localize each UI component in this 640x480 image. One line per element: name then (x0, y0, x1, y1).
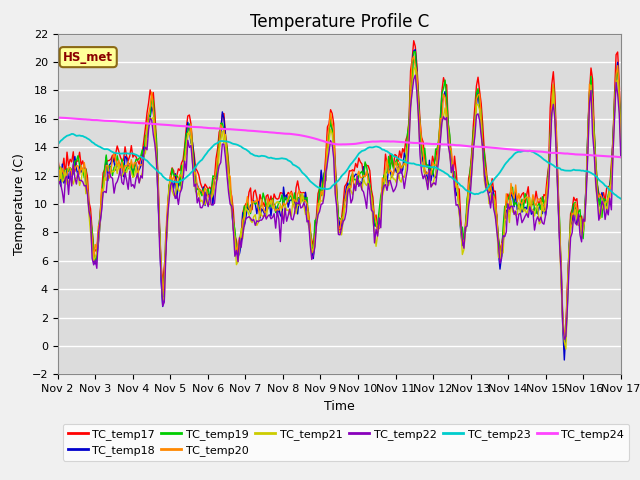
TC_temp18 (300, 200, 308, 205)
TC_temp19 (300, 194, 308, 200)
TC_temp17 (561, 347, 568, 352)
TC_temp21 (241, 219, 248, 225)
TC_temp18 (412, 47, 419, 52)
TC_temp23 (223, 139, 231, 144)
TC_temp24 (123, 120, 131, 125)
TC_temp21 (54, 177, 61, 182)
TC_temp18 (250, 198, 257, 204)
TC_temp24 (54, 115, 61, 120)
TC_temp22 (412, 72, 419, 78)
TC_temp17 (617, 125, 625, 131)
TC_temp24 (221, 126, 229, 132)
TC_temp22 (617, 155, 625, 160)
TC_temp24 (617, 154, 625, 160)
TC_temp22 (241, 222, 248, 228)
TC_temp24 (300, 133, 308, 139)
X-axis label: Time: Time (324, 400, 355, 413)
TC_temp21 (617, 145, 625, 151)
TC_temp19 (250, 199, 257, 205)
TC_temp19 (589, 106, 596, 112)
TC_temp17 (250, 189, 257, 195)
Line: TC_temp22: TC_temp22 (58, 75, 621, 339)
TC_temp19 (617, 127, 625, 133)
TC_temp21 (250, 214, 257, 220)
Line: TC_temp19: TC_temp19 (58, 51, 621, 337)
TC_temp21 (412, 64, 419, 70)
TC_temp18 (54, 175, 61, 180)
TC_temp17 (241, 204, 248, 210)
Legend: TC_temp17, TC_temp18, TC_temp19, TC_temp20, TC_temp21, TC_temp22, TC_temp23, TC_: TC_temp17, TC_temp18, TC_temp19, TC_temp… (63, 424, 628, 460)
Line: TC_temp23: TC_temp23 (58, 134, 621, 199)
TC_temp18 (561, 357, 568, 363)
TC_temp18 (241, 223, 248, 229)
TC_temp23 (124, 151, 132, 156)
TC_temp17 (589, 76, 596, 82)
TC_temp20 (241, 213, 248, 219)
TC_temp19 (241, 203, 248, 209)
TC_temp23 (617, 196, 625, 202)
TC_temp22 (250, 216, 257, 222)
Y-axis label: Temperature (C): Temperature (C) (13, 153, 26, 255)
TC_temp17 (410, 38, 417, 44)
TC_temp18 (123, 156, 131, 161)
TC_temp24 (586, 152, 593, 158)
TC_temp21 (562, 346, 570, 352)
TC_temp17 (300, 190, 308, 195)
TC_temp20 (221, 139, 229, 144)
TC_temp20 (410, 53, 417, 59)
TC_temp19 (123, 164, 131, 169)
TC_temp23 (252, 153, 259, 158)
TC_temp20 (54, 170, 61, 176)
TC_temp18 (617, 117, 625, 122)
TC_temp20 (561, 334, 568, 339)
Text: HS_met: HS_met (63, 51, 113, 64)
Line: TC_temp18: TC_temp18 (58, 49, 621, 360)
Title: Temperature Profile C: Temperature Profile C (250, 12, 429, 31)
TC_temp19 (412, 48, 419, 54)
TC_temp17 (54, 153, 61, 159)
TC_temp24 (250, 128, 257, 134)
TC_temp19 (54, 158, 61, 164)
TC_temp20 (123, 164, 131, 169)
TC_temp23 (242, 146, 250, 152)
TC_temp22 (561, 336, 568, 342)
Line: TC_temp24: TC_temp24 (58, 118, 621, 157)
TC_temp23 (54, 142, 61, 147)
Line: TC_temp21: TC_temp21 (58, 67, 621, 349)
TC_temp18 (589, 95, 596, 101)
TC_temp20 (589, 99, 596, 105)
TC_temp17 (123, 154, 131, 159)
TC_temp23 (301, 173, 309, 179)
TC_temp22 (300, 200, 308, 205)
TC_temp22 (589, 131, 596, 137)
TC_temp23 (68, 131, 76, 137)
TC_temp22 (54, 186, 61, 192)
TC_temp23 (587, 170, 595, 176)
TC_temp18 (221, 134, 229, 140)
TC_temp21 (300, 203, 308, 209)
Line: TC_temp20: TC_temp20 (58, 56, 621, 336)
TC_temp20 (250, 200, 257, 205)
TC_temp19 (221, 138, 229, 144)
TC_temp21 (123, 170, 131, 176)
TC_temp22 (123, 178, 131, 183)
Line: TC_temp17: TC_temp17 (58, 41, 621, 349)
TC_temp20 (617, 140, 625, 145)
TC_temp21 (589, 114, 596, 120)
TC_temp24 (241, 127, 248, 133)
TC_temp17 (221, 131, 229, 137)
TC_temp21 (221, 132, 229, 137)
TC_temp19 (561, 334, 568, 340)
TC_temp20 (300, 197, 308, 203)
TC_temp22 (221, 155, 229, 160)
